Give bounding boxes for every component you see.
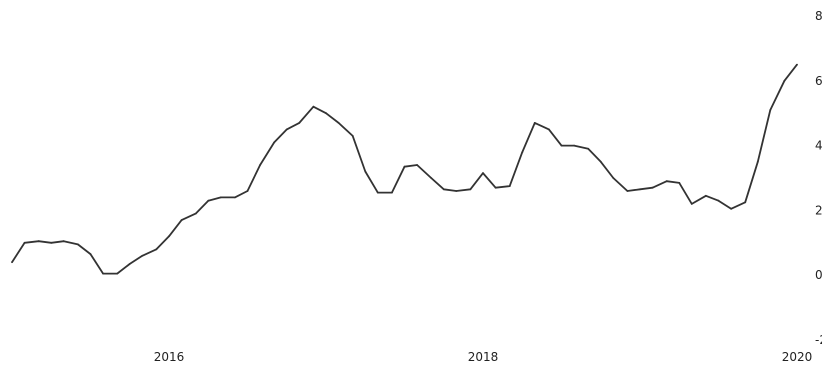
data-point xyxy=(337,122,340,124)
data-point xyxy=(612,177,615,179)
data-point xyxy=(521,151,524,154)
data-point xyxy=(533,122,536,124)
data-point xyxy=(403,165,406,168)
data-point xyxy=(796,63,798,66)
data-point xyxy=(548,128,550,131)
data-point xyxy=(508,185,511,188)
data-point xyxy=(325,112,327,115)
data-point xyxy=(482,172,484,175)
y-tick-label: 0 xyxy=(815,268,822,282)
data-point xyxy=(587,147,590,150)
data-point xyxy=(639,188,641,191)
data-point xyxy=(62,240,65,243)
data-point xyxy=(89,253,92,256)
data-point xyxy=(285,128,288,131)
y-tick-label: -2 xyxy=(815,333,822,347)
data-point xyxy=(469,188,472,191)
series-line-0 xyxy=(11,64,798,275)
data-point xyxy=(769,109,772,111)
data-point xyxy=(665,180,668,183)
data-point xyxy=(312,105,315,108)
data-point xyxy=(678,182,681,184)
data-point xyxy=(455,190,458,192)
data-point xyxy=(259,164,261,166)
data-point xyxy=(651,186,654,189)
data-point xyxy=(194,212,197,215)
data-point xyxy=(351,135,354,137)
data-point xyxy=(391,191,393,194)
data-point xyxy=(207,199,210,202)
data-point xyxy=(756,160,759,163)
data-point xyxy=(128,263,131,265)
data-point xyxy=(219,196,222,199)
data-point xyxy=(730,207,732,210)
data-point xyxy=(50,241,53,244)
data-point xyxy=(430,177,433,179)
data-point xyxy=(168,235,170,238)
data-point xyxy=(273,141,276,144)
data-point xyxy=(11,261,13,264)
data-point xyxy=(298,122,301,124)
x-tick-label: 2016 xyxy=(154,350,185,364)
data-point xyxy=(246,190,249,192)
data-point xyxy=(717,199,720,202)
plot-area xyxy=(11,63,798,275)
data-point xyxy=(23,241,26,244)
data-point xyxy=(560,144,563,147)
data-point xyxy=(442,188,445,191)
data-point xyxy=(102,272,104,275)
data-point xyxy=(494,186,497,189)
data-point xyxy=(416,164,418,166)
data-point xyxy=(77,243,79,246)
data-point xyxy=(573,144,575,147)
data-point xyxy=(599,160,602,163)
data-point xyxy=(180,219,183,222)
x-axis-tick-labels: 2016 2018 2020 xyxy=(154,350,813,364)
x-tick-label: 2018 xyxy=(468,350,499,364)
data-point xyxy=(376,191,379,194)
data-point xyxy=(141,254,144,257)
x-tick-label: 2020 xyxy=(782,350,813,364)
data-point xyxy=(744,201,747,204)
y-tick-label: 6 xyxy=(815,74,822,88)
data-point xyxy=(116,272,119,275)
data-point xyxy=(705,194,707,197)
data-point xyxy=(37,240,40,243)
data-point xyxy=(364,170,367,173)
data-point xyxy=(626,190,629,192)
y-tick-label: 2 xyxy=(815,203,822,217)
data-point xyxy=(783,79,786,82)
y-axis-tick-labels: 8 6 4 2 0 -2 xyxy=(815,9,822,347)
y-tick-label: 4 xyxy=(815,139,822,153)
data-point xyxy=(690,203,693,205)
data-point xyxy=(155,248,158,251)
data-point xyxy=(234,196,236,199)
y-tick-label: 8 xyxy=(815,9,822,23)
